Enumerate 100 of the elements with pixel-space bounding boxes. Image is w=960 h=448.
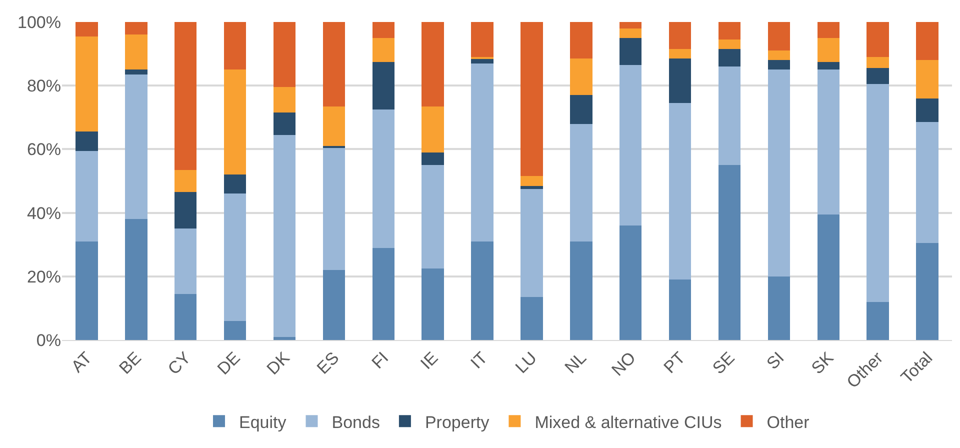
bar (174, 22, 197, 170)
bar (520, 176, 543, 186)
bar (866, 56, 889, 68)
bar (224, 174, 246, 194)
x-tick-label: LU (512, 348, 541, 378)
bar (174, 228, 197, 294)
bar (174, 192, 197, 229)
bar (668, 58, 692, 104)
bar (570, 241, 592, 340)
bar (570, 124, 592, 242)
y-tick-label: 60% (26, 140, 61, 160)
x-tick-label: SK (808, 348, 838, 378)
bar (273, 112, 296, 135)
bar (322, 270, 346, 340)
x-tick-label: BE (116, 348, 146, 378)
bar (372, 22, 395, 38)
bar (619, 64, 642, 226)
bar (372, 62, 395, 110)
bar (619, 38, 642, 65)
x-tick-label: CY (164, 348, 194, 378)
bar (916, 243, 938, 340)
bar (372, 109, 395, 248)
bar (619, 226, 642, 340)
bar (718, 49, 741, 67)
y-tick-label: 80% (26, 76, 61, 96)
bar (125, 74, 148, 220)
bar (817, 62, 840, 70)
bar (273, 87, 296, 113)
bar (273, 22, 296, 88)
x-tick-label: IT (467, 348, 492, 372)
x-tick-label: ES (313, 348, 343, 378)
y-tick-label: 0% (36, 330, 61, 350)
bar (768, 60, 790, 70)
bar (817, 38, 840, 62)
bar (619, 22, 642, 28)
y-tick-label: 100% (18, 12, 61, 32)
x-tick-label: NL (561, 348, 590, 378)
x-tick-label: DK (263, 348, 294, 378)
legend-label: Property (424, 412, 490, 432)
bar (520, 188, 543, 298)
bar (817, 214, 840, 340)
bar (619, 28, 642, 38)
bar (916, 60, 938, 98)
bar (916, 122, 938, 244)
bar (718, 39, 741, 50)
bar (322, 22, 346, 106)
y-tick-label: 20% (26, 267, 61, 286)
bar (768, 22, 790, 51)
bar (817, 22, 840, 38)
bar (718, 66, 741, 166)
bar (916, 22, 938, 60)
x-tick-label: NO (608, 348, 640, 380)
bar (422, 268, 444, 340)
bar (768, 276, 790, 340)
legend-label: Equity (239, 412, 287, 432)
bar (422, 165, 444, 268)
bar (866, 302, 889, 340)
bar (471, 63, 494, 242)
bar (668, 49, 692, 59)
bar (273, 134, 296, 337)
y-tick-label: 40% (26, 204, 61, 223)
legend-label: Other (766, 412, 810, 432)
bar (125, 219, 148, 340)
bar (866, 22, 889, 57)
bar (668, 280, 692, 340)
bar (76, 36, 98, 132)
bar (817, 70, 840, 214)
bar (76, 132, 98, 151)
x-tick-label: SE (708, 348, 738, 378)
bar (570, 22, 592, 59)
bar (76, 150, 98, 242)
bar (273, 336, 296, 340)
bar (768, 70, 790, 276)
bar (422, 106, 444, 152)
legend-label: Bonds (332, 412, 380, 432)
x-tick-label: SI (762, 348, 788, 374)
bar (125, 34, 148, 70)
bar (471, 58, 494, 64)
bar (174, 170, 197, 192)
bar (322, 148, 346, 270)
bar (916, 98, 938, 122)
bar (570, 95, 592, 124)
bar (322, 106, 346, 146)
bar (866, 68, 889, 84)
bar (422, 22, 444, 106)
bar (125, 70, 148, 74)
bar (471, 22, 494, 57)
x-tick-label: IE (416, 348, 442, 374)
bar (224, 70, 246, 175)
bar (224, 194, 246, 321)
bar (372, 38, 395, 62)
bar (76, 241, 98, 340)
x-tick-label: AT (68, 348, 96, 376)
bar (372, 248, 395, 340)
bar (224, 22, 246, 70)
bar (125, 22, 148, 35)
bar (768, 50, 790, 60)
bar (718, 22, 741, 40)
bar (570, 58, 592, 96)
bar (422, 152, 444, 166)
